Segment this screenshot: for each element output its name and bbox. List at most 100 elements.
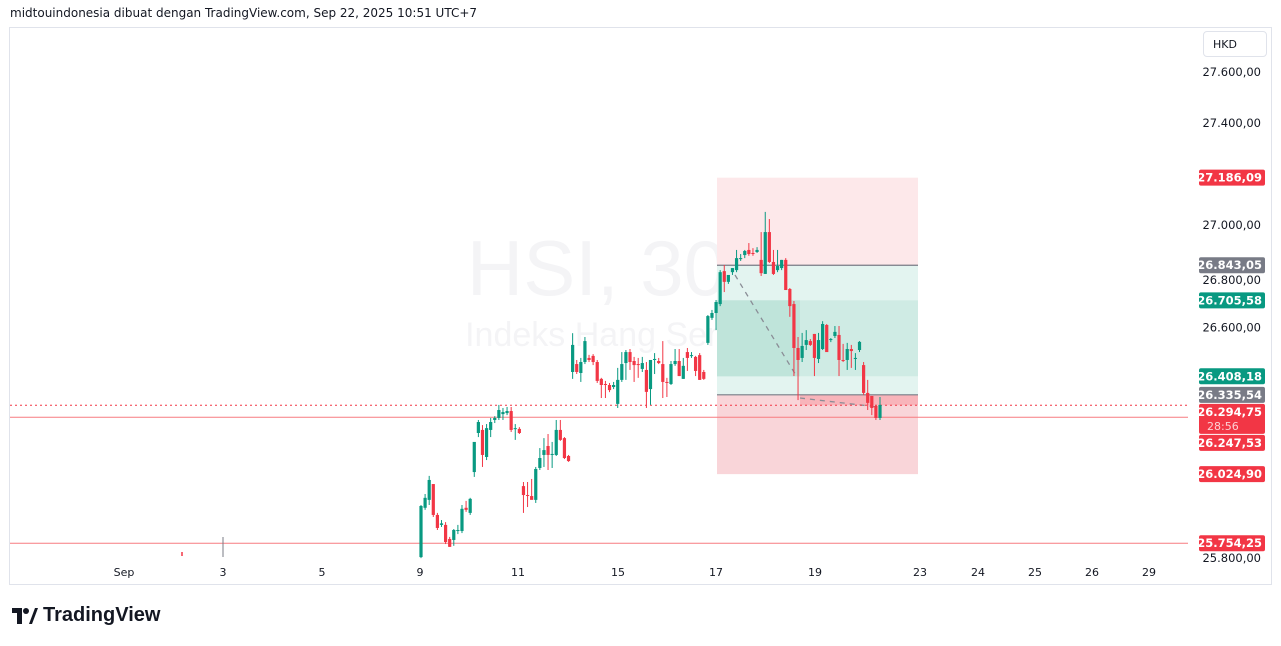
countdown-label: 28:56 [1207,420,1239,433]
candle-body [456,530,460,532]
candle-body [603,383,608,385]
candle-body [575,364,579,372]
price-label-bg [1199,169,1265,186]
candle-body [513,428,517,430]
candle-body [693,356,698,371]
tradingview-logo[interactable]: TradingView [12,604,160,627]
candle-body [460,508,464,532]
candle-body [612,384,616,388]
candle-body [661,364,665,382]
candle-body [767,232,771,262]
candle-body [849,349,853,352]
price-label-bg [1199,466,1265,483]
currency-button[interactable]: HKD [1203,31,1267,57]
candle-body [751,253,755,255]
price-label: 26.335,54 [1197,388,1262,402]
candle-body [583,341,587,363]
x-tick-label: 29 [1142,566,1156,579]
candle-body [419,506,423,558]
x-tick-label: 5 [319,566,326,579]
candle-body [620,364,624,380]
candle-body [665,381,669,383]
profit-zone-filled [717,300,800,377]
candle-body [874,405,878,418]
x-tick-label: 25 [1028,566,1042,579]
candle-body [804,340,808,345]
candle-body [648,359,653,390]
y-tick-label: 26.600,00 [1202,320,1261,334]
candle-body [788,289,792,307]
candle-body [780,259,784,269]
candle-body [476,422,480,433]
price-label-bg [1199,386,1265,403]
candle-body [792,304,796,348]
candle-body [644,369,649,392]
candle-body [730,268,735,273]
candle-body [673,360,677,365]
candle-body [550,453,554,455]
y-tick-label: 25.800,00 [1202,551,1261,565]
candle-body [624,352,628,364]
candle-body [808,341,812,345]
candle-body [607,384,612,391]
candle-body [775,266,780,271]
candle-body [652,358,657,360]
price-label-bg [1199,434,1265,451]
candle-body [640,363,644,369]
candle-body [821,323,825,350]
candle-body [685,352,689,358]
candle-body [726,274,730,282]
candle-body [812,333,817,358]
candle-body [669,364,673,384]
candle-body [452,530,456,540]
candle-body [747,249,751,255]
candle-body [525,495,530,497]
y-tick-label: 26.800,00 [1202,273,1261,287]
candle-body [493,417,497,420]
chart-frame [9,27,1272,585]
candle-body [587,357,591,360]
candle-body [714,302,718,314]
candle-body [837,334,841,360]
price-label: 26.247,53 [1197,436,1262,450]
price-label-bg [1199,368,1265,385]
candle-body [591,355,595,363]
candle-body [521,486,526,496]
candle-body [833,331,837,336]
candle-body [734,258,739,271]
stop-zone-lower [717,394,918,475]
candle-body [579,362,583,373]
candle-body [562,438,567,459]
candle-body [448,538,452,547]
candle-body [718,272,722,305]
chart-attribution: midtouindonesia dibuat dengan TradingVie… [10,6,478,20]
candle-body [743,250,747,256]
x-tick-label: 23 [913,566,927,579]
candle-body [566,455,571,462]
candle-body [677,360,681,377]
y-tick-label: 27.400,00 [1202,116,1261,130]
x-tick-label: 24 [971,566,985,579]
candle-body [595,362,599,381]
price-label: 27.186,09 [1197,171,1262,185]
candle-body [501,412,505,415]
candle-body [554,429,558,455]
price-label-bg [1199,403,1265,434]
candle-body [829,339,833,341]
candle-body [866,392,870,403]
candle-body [706,316,710,343]
candle-body [689,355,694,357]
y-tick-label: 27.600,00 [1202,65,1261,79]
candle-body [857,341,862,351]
candle-body [558,429,562,440]
candle-body [636,364,640,366]
x-tick-label: 17 [709,566,723,579]
candle-body [878,404,882,418]
price-label: 26.024,90 [1197,467,1262,481]
candle-body [534,468,538,500]
candle-body [599,378,603,385]
price-label-bg [1199,257,1265,274]
candle-body [546,446,550,455]
price-label-bg [1199,292,1265,309]
